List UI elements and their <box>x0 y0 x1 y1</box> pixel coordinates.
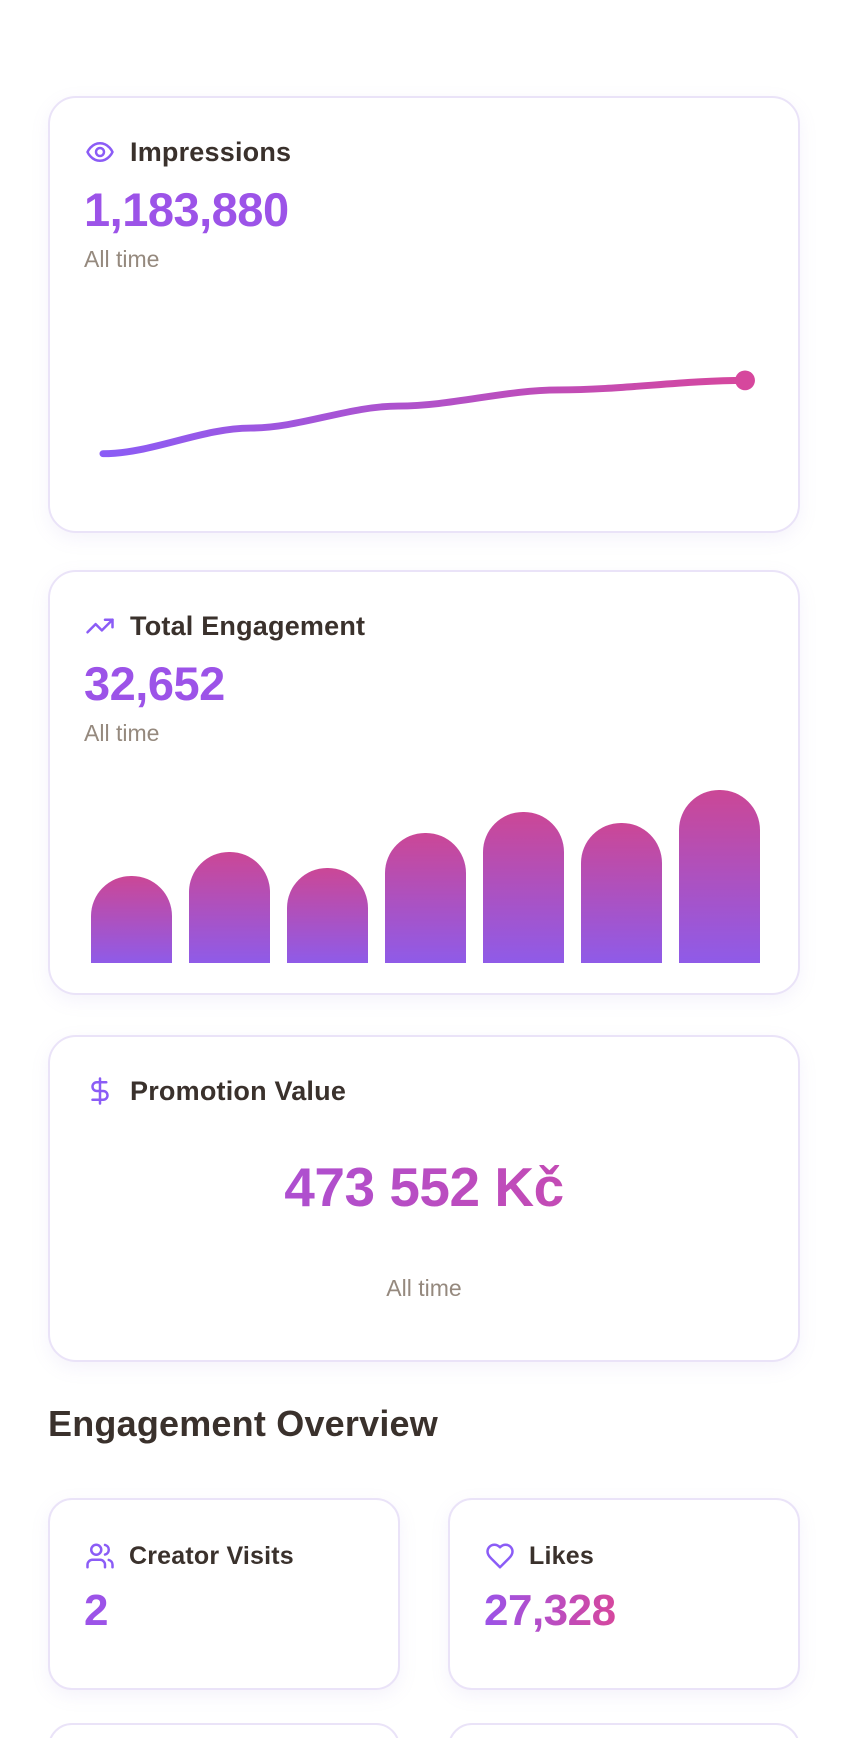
engagement-bar <box>287 868 368 963</box>
eye-icon <box>84 136 116 168</box>
total-engagement-subtitle: All time <box>84 720 160 746</box>
creator-visits-card[interactable]: Creator Visits 2 <box>48 1498 400 1690</box>
partial-card-left[interactable] <box>48 1723 400 1738</box>
likes-title: Likes <box>529 1541 594 1570</box>
promotion-value-subtitle: All time <box>386 1275 462 1301</box>
impressions-title: Impressions <box>130 136 292 167</box>
creator-visits-card-header: Creator Visits <box>84 1540 294 1572</box>
impressions-value: 1,183,880 <box>84 183 289 236</box>
engagement-bar <box>385 833 466 963</box>
likes-value: 27,328 <box>484 1586 616 1635</box>
engagement-bar <box>679 790 760 963</box>
engagement-bar-chart <box>91 790 760 963</box>
engagement-bar <box>91 876 172 963</box>
impressions-card-header: Impressions <box>84 136 291 168</box>
engagement-bar <box>189 852 270 963</box>
likes-card[interactable]: Likes 27,328 <box>448 1498 800 1690</box>
engagement-bar <box>483 812 564 963</box>
total-engagement-card-header: Total Engagement <box>84 610 365 642</box>
trending-up-icon <box>84 610 116 642</box>
impressions-subtitle: All time <box>84 246 160 272</box>
dollar-icon <box>84 1075 116 1107</box>
promotion-value-title: Promotion Value <box>130 1075 347 1106</box>
impressions-card[interactable]: Impressions 1,183,880 All time <box>48 96 800 533</box>
creator-visits-title: Creator Visits <box>129 1541 294 1570</box>
partial-card-right[interactable] <box>448 1723 800 1738</box>
heart-icon <box>484 1540 516 1572</box>
total-engagement-value: 32,652 <box>84 657 225 710</box>
total-engagement-card[interactable]: Total Engagement 32,652 All time <box>48 570 800 995</box>
promotion-value-card-header: Promotion Value <box>84 1075 346 1107</box>
likes-card-header: Likes <box>484 1540 594 1572</box>
total-engagement-title: Total Engagement <box>130 610 366 641</box>
engagement-overview-heading: Engagement Overview <box>48 1403 438 1444</box>
users-icon <box>84 1540 116 1572</box>
creator-visits-value: 2 <box>84 1586 108 1635</box>
promotion-value-card[interactable]: Promotion Value 473 552 Kč All time <box>48 1035 800 1362</box>
engagement-bar <box>581 823 662 963</box>
promotion-value-amount: 473 552 Kč <box>50 1155 798 1219</box>
